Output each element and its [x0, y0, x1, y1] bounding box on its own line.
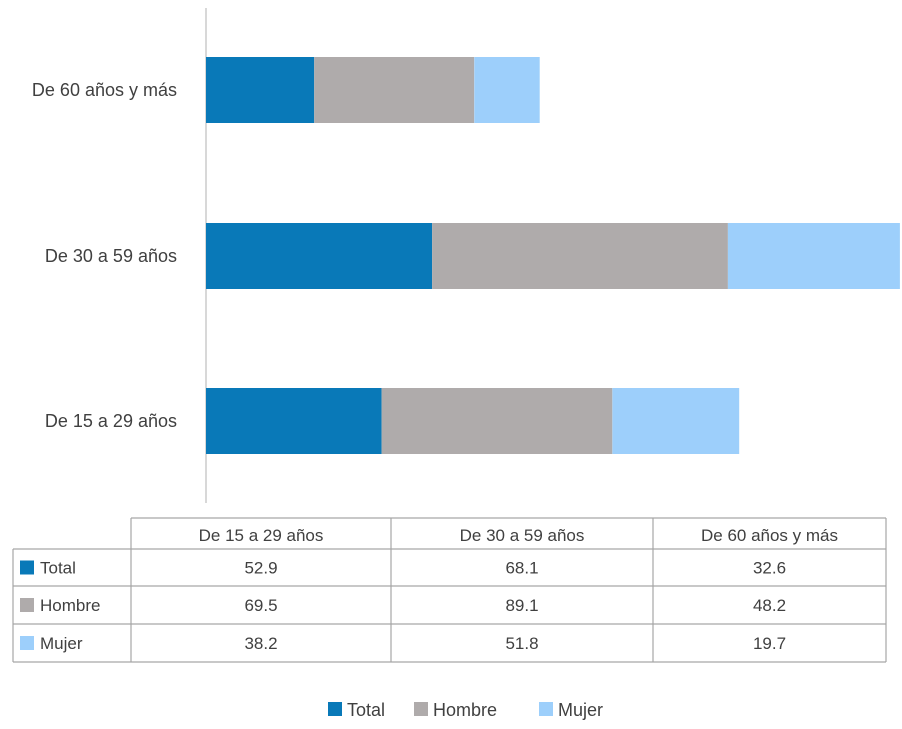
table-row-key-hombre — [20, 598, 34, 612]
legend-label-total: Total — [347, 700, 385, 720]
table-cell-total-de-15-a-29-anos: 52.9 — [244, 559, 277, 578]
data-table: De 15 a 29 años De 30 a 59 años De 60 años… — [12, 517, 887, 663]
table-grid — [12, 517, 887, 663]
table-row-key-total — [20, 560, 34, 575]
table-cell-mujer-de-60-anos-y-mas: 19.7 — [753, 634, 786, 653]
bar-hombre-de-15-a-29-anos — [381, 388, 613, 454]
bar-total-de-60-anos-y-mas — [206, 57, 315, 123]
legend-swatch-hombre — [414, 702, 428, 716]
legend-swatch-total — [328, 702, 342, 716]
legend: Total Hombre Mujer — [328, 700, 603, 720]
table-header-de-30-a-59-anos: De 30 a 59 años — [460, 526, 585, 545]
plot-area: De 15 a 29 años De 30 a 59 años De 60 años… — [32, 8, 900, 503]
table-cell-total-de-30-a-59-anos: 68.1 — [505, 559, 538, 578]
table-cell-mujer-de-30-a-59-anos: 51.8 — [505, 634, 538, 653]
table-cell-hombre-de-60-anos-y-mas: 48.2 — [753, 596, 786, 615]
category-label-de-15-a-29-anos: De 15 a 29 años — [45, 411, 177, 431]
bar-hombre-de-30-a-59-anos — [432, 223, 728, 289]
table-row-key-mujer — [20, 636, 34, 650]
table-header-de-60-anos-y-mas: De 60 años y más — [701, 526, 838, 545]
bar-total-de-15-a-29-anos — [206, 388, 382, 454]
table-row-label-mujer: Mujer — [40, 634, 83, 653]
category-label-de-30-a-59-anos: De 30 a 59 años — [45, 246, 177, 266]
table-content: De 15 a 29 años De 30 a 59 años De 60 años… — [20, 526, 838, 653]
table-cell-total-de-60-anos-y-mas: 32.6 — [753, 559, 786, 578]
legend-label-hombre: Hombre — [433, 700, 497, 720]
bar-mujer-de-30-a-59-anos — [727, 223, 900, 289]
table-row-label-total: Total — [40, 559, 76, 578]
bar-hombre-de-60-anos-y-mas — [314, 57, 475, 123]
category-labels: De 15 a 29 años De 30 a 59 años De 60 años… — [32, 80, 177, 431]
bar-total-de-30-a-59-anos — [206, 223, 433, 289]
table-cell-hombre-de-15-a-29-anos: 69.5 — [244, 596, 277, 615]
table-cell-mujer-de-15-a-29-anos: 38.2 — [244, 634, 277, 653]
legend-swatch-mujer — [539, 702, 553, 716]
bar-mujer-de-60-anos-y-mas — [474, 57, 540, 123]
table-row-label-hombre: Hombre — [40, 596, 100, 615]
category-label-de-60-anos-y-mas: De 60 años y más — [32, 80, 177, 100]
legend-label-mujer: Mujer — [558, 700, 603, 720]
table-cell-hombre-de-30-a-59-anos: 89.1 — [505, 596, 538, 615]
table-header-de-15-a-29-anos: De 15 a 29 años — [199, 526, 324, 545]
bars — [206, 57, 900, 454]
bar-mujer-de-15-a-29-anos — [612, 388, 740, 454]
